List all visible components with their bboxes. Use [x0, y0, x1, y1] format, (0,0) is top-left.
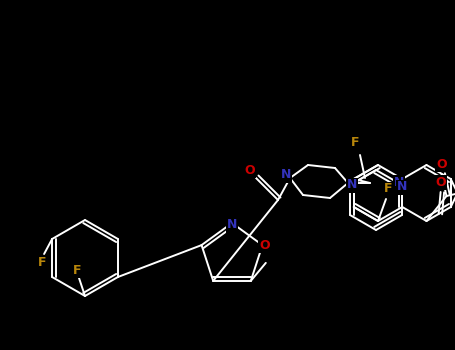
- Text: N: N: [281, 168, 291, 182]
- Text: N: N: [394, 175, 404, 189]
- Text: F: F: [351, 136, 359, 149]
- Text: O: O: [259, 239, 270, 252]
- Text: O: O: [435, 175, 446, 189]
- Text: N: N: [347, 178, 357, 191]
- Text: O: O: [245, 163, 255, 176]
- Text: F: F: [384, 182, 392, 196]
- Text: O: O: [436, 158, 447, 170]
- Text: F: F: [38, 257, 46, 270]
- Text: N: N: [227, 218, 237, 231]
- Text: N: N: [397, 181, 407, 194]
- Text: F: F: [73, 264, 81, 276]
